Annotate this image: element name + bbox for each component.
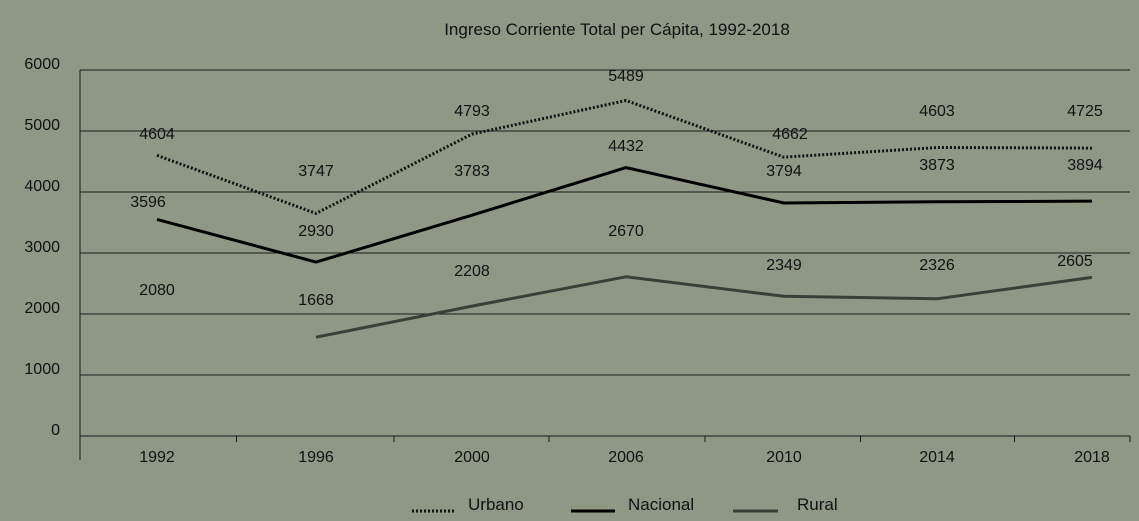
data-label-nacional: 3873: [919, 157, 955, 174]
legend: Urbano Nacional Rural: [412, 495, 838, 514]
chart-title: Ingreso Corriente Total per Cápita, 1992…: [444, 20, 790, 39]
data-label-rural: 2326: [919, 257, 955, 274]
data-label-urbano: 4725: [1067, 103, 1103, 120]
legend-label-urbano: Urbano: [468, 495, 524, 514]
series-line-nacional: [156, 166, 1093, 264]
data-label-nacional: 3794: [766, 163, 802, 180]
data-label-rural: 2605: [1057, 253, 1093, 270]
series-line-rural: [315, 275, 1093, 339]
x-tick-label: 2010: [766, 449, 802, 466]
data-label-urbano: 4604: [139, 126, 175, 143]
x-tick-label: 2000: [454, 449, 490, 466]
legend-label-nacional: Nacional: [628, 495, 694, 514]
y-tick-label: 2000: [24, 300, 60, 317]
x-tick-label: 1992: [139, 449, 175, 466]
data-label-urbano: 4793: [454, 103, 490, 120]
y-tick-label: 6000: [24, 56, 60, 73]
x-tick-label: 2014: [919, 449, 955, 466]
y-tick-label: 4000: [24, 178, 60, 195]
x-tick-label: 2006: [608, 449, 644, 466]
data-label-rural: 1668: [298, 292, 334, 309]
y-tick-label: 5000: [24, 117, 60, 134]
gridlines: [80, 69, 1130, 376]
data-label-rural: 2670: [608, 223, 644, 240]
data-label-urbano: 4662: [772, 126, 808, 143]
x-tick-label: 1996: [298, 449, 334, 466]
x-tick-label: 2018: [1074, 449, 1110, 466]
series-line-urbano: [156, 99, 1093, 215]
x-axis-ticks: 1992 1996 2000 2006 2010 2014 2018: [139, 449, 1110, 466]
data-labels: 4604 3747 4793 5489 4662 4603 4725 3596 2930 3783…: [130, 68, 1103, 309]
series-lines: [156, 99, 1093, 339]
axes: [79, 70, 1131, 460]
data-label-nacional: 3596: [130, 194, 166, 211]
data-label-nacional: 3783: [454, 163, 490, 180]
data-label-nacional: 2930: [298, 223, 334, 240]
y-axis-ticks: 0 1000 2000 3000 4000 5000 6000: [24, 56, 60, 439]
y-tick-label: 3000: [24, 239, 60, 256]
data-label-urbano: 4603: [919, 103, 955, 120]
data-label-rural: 2208: [454, 263, 490, 280]
y-tick-label: 1000: [24, 361, 60, 378]
data-label-rural: 2349: [766, 257, 802, 274]
data-label-urbano: 3747: [298, 163, 334, 180]
data-label-nacional: 4432: [608, 138, 644, 155]
data-label-rural: 2080: [139, 282, 175, 299]
data-label-urbano: 5489: [608, 68, 644, 85]
legend-label-rural: Rural: [797, 495, 838, 514]
y-tick-label: 0: [51, 422, 60, 439]
data-label-nacional: 3894: [1067, 157, 1103, 174]
